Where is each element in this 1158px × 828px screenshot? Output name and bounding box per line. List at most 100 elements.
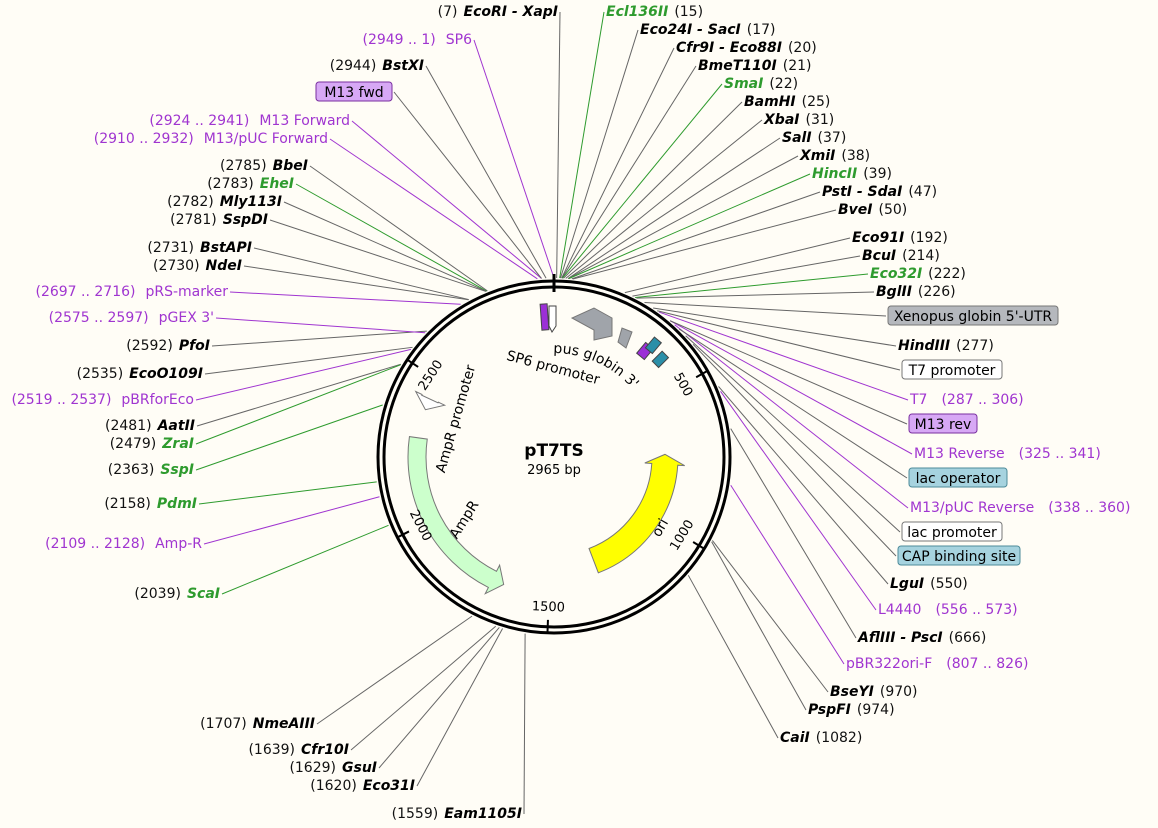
connector-line [196, 363, 402, 427]
feature-box-label: M13 rev [915, 417, 972, 433]
feature-box-bg [908, 413, 978, 434]
connector-line [269, 219, 487, 292]
ampr-promoter-label: AmpR promoter [433, 363, 479, 475]
primer-name: pBR322ori-F [846, 656, 932, 672]
tick-label: 1000 [667, 517, 697, 553]
enzyme-position: (2731) [147, 240, 194, 256]
enzyme-name: EcoO109I [129, 366, 203, 382]
enzyme-label: HindIII (277) [898, 338, 994, 354]
ampr-promoter-arrow [414, 390, 447, 411]
primer-label: M13 Reverse (325 .. 341) [914, 446, 1101, 462]
primer-name: SP6 [446, 32, 472, 48]
primer-label: (2910 .. 2932) M13/pUC Forward [94, 131, 328, 147]
enzyme-label: CaiI (1082) [780, 730, 862, 746]
enzyme-name: GsuI [342, 760, 377, 776]
lac-operator-box: lac operator [908, 467, 1008, 488]
feature-box-label: CAP binding site [902, 549, 1016, 565]
connector-line [678, 328, 908, 479]
primer-label: L4440 (556 .. 573) [878, 602, 1018, 618]
enzyme-position: (1082) [816, 730, 863, 746]
primer-label: (2109 .. 2128) Amp-R [45, 536, 202, 552]
enzyme-position: (1707) [200, 716, 247, 732]
enzyme-label: (2363) SspI [108, 462, 194, 478]
connector-line [316, 615, 473, 725]
enzyme-name: BstAPI [200, 240, 252, 256]
enzyme-position: (25) [802, 94, 831, 110]
connector-line [669, 320, 913, 455]
enzyme-label: BcuI (214) [862, 248, 940, 264]
feature-box-label: lac promoter [907, 525, 997, 541]
connector-line [568, 173, 811, 280]
enzyme-name: BstXI [382, 58, 424, 74]
enzyme-position: (37) [818, 130, 847, 146]
connector-line [559, 29, 639, 279]
ori-label: ori [649, 516, 672, 540]
enzyme-name: BamHI [744, 94, 796, 110]
enzyme-label: (2944) BstXI [330, 58, 424, 74]
lac-promoter-box: lac promoter [901, 521, 1003, 542]
enzyme-position: (2785) [220, 158, 267, 174]
enzyme-position: (550) [930, 576, 968, 592]
plasmid-name: pT7TS [524, 441, 583, 461]
enzyme-label: XmiI (38) [799, 148, 870, 164]
enzyme-position: (2592) [126, 338, 173, 354]
enzyme-name: Eco91I [852, 230, 904, 246]
m13-fwd-box: M13 fwd [315, 81, 393, 102]
connector-line [692, 343, 897, 557]
site-labels: Ecl136II (15) Eco24I - SacI (17) Cfr9I - Eco… [11, 4, 1130, 822]
primer-name: M13 Forward [259, 113, 350, 129]
enzyme-position: (2944) [330, 58, 377, 74]
primer-range: (807 .. 826) [946, 656, 1028, 672]
connector-line [211, 330, 427, 347]
enzyme-name: BveI [838, 202, 873, 218]
enzyme-position: (38) [841, 148, 870, 164]
enzyme-position: (1559) [392, 806, 439, 822]
enzyme-position: (17) [747, 22, 776, 38]
primer-range: (556 .. 573) [935, 602, 1017, 618]
enzyme-name: SspDI [223, 212, 268, 228]
m13-rev-box: M13 rev [908, 413, 978, 434]
feature-box-bg [908, 467, 1008, 488]
primer-name: Amp-R [155, 536, 202, 552]
primer-label: T7 (287 .. 306) [909, 392, 1024, 408]
enzyme-label: (2592) PfoI [126, 338, 210, 354]
enzyme-name: Eco32I [870, 266, 922, 282]
connector-line [730, 484, 845, 665]
enzyme-label: (1707) NmeAIII [200, 716, 315, 732]
enzyme-label: (2783) EheI [207, 176, 294, 192]
enzyme-name: CaiI [780, 730, 810, 746]
connector-line [204, 346, 413, 375]
enzyme-label: Eco91I (192) [852, 230, 948, 246]
enzyme-label: (1639) Cfr10I [248, 742, 349, 758]
connector-line [644, 302, 887, 317]
feature-box-bg [897, 545, 1021, 566]
enzyme-label: BveI (50) [838, 202, 907, 218]
connector-line [561, 65, 697, 279]
enzyme-position: (47) [908, 184, 937, 200]
primer-range: (338 .. 360) [1048, 500, 1130, 516]
enzyme-name: AflIII - PscI [857, 630, 943, 646]
primer-label: M13/pUC Reverse (338 .. 360) [910, 500, 1130, 516]
enzyme-position: (2783) [207, 176, 254, 192]
connector-line [559, 11, 605, 279]
connector-line [711, 540, 829, 693]
primer-range: (2949 .. 1) [362, 32, 435, 48]
enzyme-label: (2479) ZraI [110, 436, 194, 452]
primer-range: (287 .. 306) [941, 392, 1023, 408]
connector-line [221, 524, 389, 595]
connector-line [561, 83, 723, 279]
sp6-promoter-block [539, 303, 550, 331]
tick-mark [692, 541, 706, 551]
cap-binding-site-box: CAP binding site [897, 545, 1021, 566]
enzyme-position: (226) [918, 284, 956, 300]
primer-label: (2519 .. 2537) pBRforEco [11, 392, 194, 408]
enzyme-name: Cfr9I - Eco88I [676, 40, 782, 56]
enzyme-name: HindIII [898, 338, 950, 354]
sp6-arrow [548, 305, 557, 333]
enzyme-name: AatII [157, 418, 195, 434]
tick-mark [546, 619, 549, 634]
enzyme-name: Ecl136II [606, 4, 668, 20]
enzyme-name: EheI [260, 176, 294, 192]
enzyme-position: (7) [438, 4, 458, 20]
enzyme-position: (22) [769, 76, 798, 92]
